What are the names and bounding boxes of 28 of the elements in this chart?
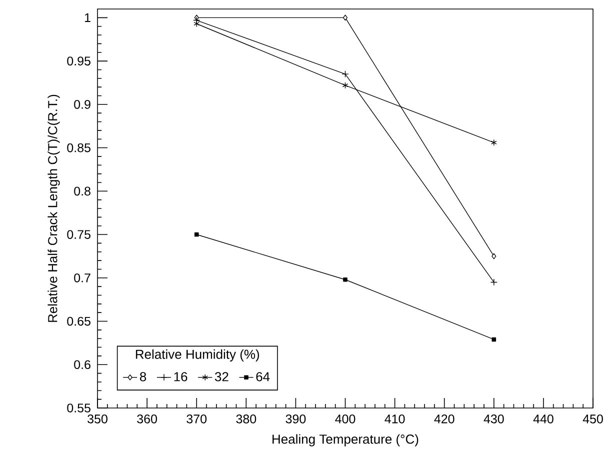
x-tick-label: 350 (88, 414, 108, 424)
x-tick-label: 450 (582, 414, 603, 424)
legend-label: 32 (214, 372, 228, 382)
y-tick-label: 1 (84, 13, 90, 22)
x-tick-label: 360 (137, 414, 157, 424)
legend-title: Relative Humidity (%) (136, 349, 260, 362)
y-tick-label: 0.9 (74, 100, 90, 109)
legend-label: 8 (140, 372, 146, 382)
x-tick-label: 400 (335, 414, 356, 424)
legend-label: 64 (256, 372, 270, 382)
x-tick-label: 420 (434, 414, 454, 424)
y-tick-label: 0.8 (74, 186, 90, 196)
y-tick-label: 0.95 (67, 56, 90, 66)
y-tick-label: 0.6 (74, 360, 90, 370)
x-tick-label: 430 (484, 414, 504, 424)
x-tick-label: 410 (384, 414, 405, 424)
y-tick-label: 0.65 (67, 316, 90, 326)
y-tick-label: 0.85 (67, 143, 90, 152)
y-tick-label: 0.7 (74, 273, 90, 282)
x-axis-title: Healing Temperature (°C) (272, 434, 418, 446)
x-tick-label: 380 (236, 414, 256, 424)
y-tick-label: 0.55 (67, 404, 90, 412)
x-tick-label: 390 (286, 414, 306, 424)
x-tick-label: 370 (186, 414, 207, 424)
legend-label: 16 (174, 372, 188, 382)
x-tick-label: 440 (533, 414, 554, 424)
y-axis-title: Relative Half Crack Length C(T)/C(R.T.) (48, 94, 60, 322)
y-tick-label: 0.75 (67, 230, 90, 239)
